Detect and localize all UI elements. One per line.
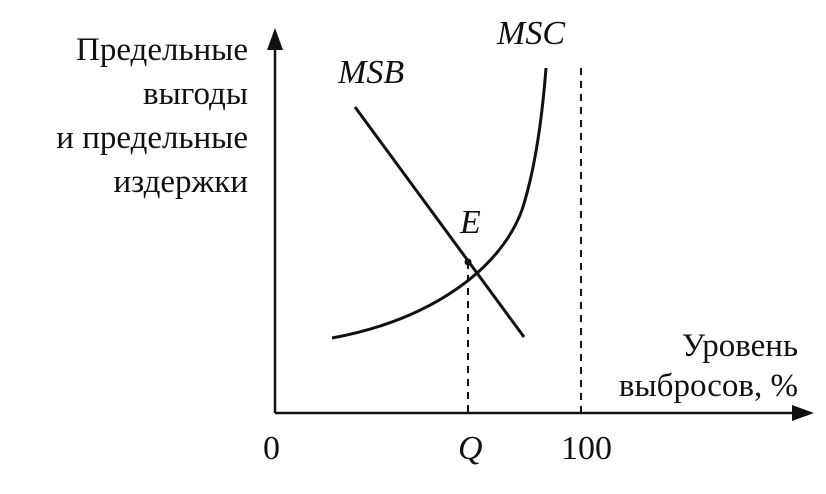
- q-tick-label: Q: [458, 430, 483, 467]
- y-axis-label-line-1: Предельные: [76, 32, 248, 68]
- msb-curve: [353, 106, 526, 338]
- equilibrium-point: [464, 258, 472, 266]
- x-axis-label: Уровень выбросов, %: [568, 326, 798, 406]
- origin-label: 0: [263, 430, 280, 467]
- y-axis-arrow: [267, 28, 283, 50]
- hundred-tick-label: 100: [561, 430, 612, 467]
- x-axis-arrow: [792, 405, 814, 421]
- y-axis-label: Предельные выгоды и предельные издержки: [0, 28, 248, 204]
- y-axis-label-line-2: выгоды: [143, 76, 248, 112]
- msc-curve: [331, 67, 548, 340]
- x-axis-label-line-2: выбросов, %: [618, 368, 798, 404]
- y-axis-label-line-4: издержки: [113, 164, 248, 200]
- msb-label: MSB: [338, 54, 405, 91]
- y-axis-label-line-3: и предельные: [56, 120, 248, 156]
- x-axis-label-line-1: Уровень: [681, 328, 798, 364]
- msc-label: MSC: [497, 15, 565, 52]
- equilibrium-label: E: [460, 204, 481, 241]
